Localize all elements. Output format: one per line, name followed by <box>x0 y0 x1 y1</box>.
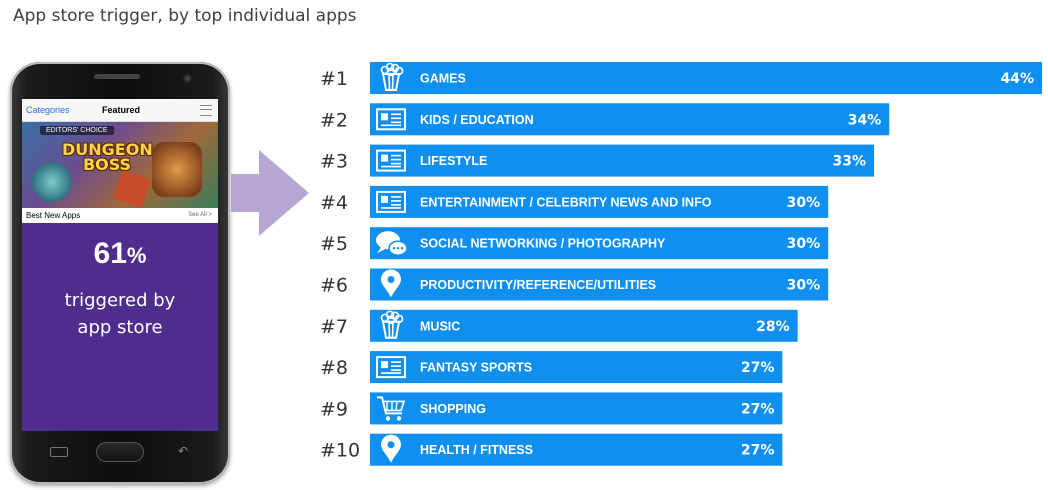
value-label: 33% <box>832 154 866 170</box>
bar-row: #2 KIDS / EDUCATION 34% <box>320 103 890 136</box>
category-label: MUSIC <box>420 319 460 333</box>
news-icon <box>376 190 406 213</box>
bar-row: #10 HEALTH / FITNESS 27% <box>320 433 783 466</box>
popcorn-icon <box>380 310 404 339</box>
menu-key-icon <box>50 447 68 457</box>
news-icon <box>376 108 406 131</box>
category-label: GAMES <box>420 72 466 86</box>
rank-label: #4 <box>320 192 348 214</box>
category-label: SHOPPING <box>420 402 486 416</box>
cart-icon <box>377 396 406 421</box>
bar <box>370 309 798 342</box>
bar <box>370 351 783 384</box>
chart-title: App store trigger, by top individual app… <box>13 6 357 26</box>
stat-caption-line2: app store <box>77 317 163 338</box>
bar-row: #1 GAMES 44% <box>320 62 1042 94</box>
game-logo: DUNGEON BOSS <box>62 140 153 174</box>
bar <box>370 268 829 301</box>
home-button <box>96 442 144 462</box>
store-featured-title: Featured <box>102 105 141 115</box>
value-label: 28% <box>756 319 790 335</box>
best-new-apps-label: Best New Apps <box>26 211 81 220</box>
bar <box>370 103 890 136</box>
rank-label: #10 <box>320 440 360 462</box>
stat-caption-line1: triggered by <box>64 290 176 311</box>
phone-speaker <box>94 74 140 79</box>
bar-row: #4 ENTERTAINMENT / CELEBRITY NEWS AND INF… <box>320 185 829 218</box>
chat-bubbles-icon <box>376 231 408 256</box>
rank-label: #8 <box>320 357 348 379</box>
phone-screen: Categories Featured EDITORS' CHOICE DUNG… <box>22 99 218 431</box>
value-label: 34% <box>848 112 882 128</box>
see-all-link: See All > <box>188 212 212 218</box>
rank-label: #5 <box>320 233 348 255</box>
stat-percentage: 61% <box>22 237 218 271</box>
value-label: 44% <box>1000 71 1034 87</box>
category-label: KIDS / EDUCATION <box>420 113 534 127</box>
rank-label: #7 <box>320 316 348 338</box>
stat-unit: % <box>126 243 147 268</box>
news-icon <box>376 149 406 172</box>
rank-label: #1 <box>320 68 348 90</box>
category-label: FANTASY SPORTS <box>420 361 532 375</box>
category-label: PRODUCTIVITY/REFERENCE/UTILITIES <box>420 278 656 292</box>
phone-illustration: Categories Featured EDITORS' CHOICE DUNG… <box>10 62 230 484</box>
bar-row: #7 MUSIC 28% <box>320 309 798 342</box>
value-label: 27% <box>741 401 775 417</box>
editors-choice-badge: EDITORS' CHOICE <box>40 126 114 135</box>
category-label: LIFESTYLE <box>420 154 487 168</box>
banner-artwork <box>32 162 72 202</box>
bar <box>370 392 783 425</box>
featured-game-banner: EDITORS' CHOICE DUNGEON BOSS <box>22 122 218 208</box>
stat-value: 61 <box>93 237 127 270</box>
category-label: SOCIAL NETWORKING / PHOTOGRAPHY <box>420 237 666 251</box>
rank-label: #2 <box>320 109 348 131</box>
bar <box>370 433 783 466</box>
popcorn-icon <box>380 62 404 91</box>
bar-row: #3 LIFESTYLE 33% <box>320 144 874 177</box>
map-pin-icon <box>381 269 401 298</box>
map-pin-icon <box>381 434 401 463</box>
bar-row: #9 SHOPPING 27% <box>320 392 783 425</box>
bar <box>370 227 829 260</box>
value-label: 27% <box>741 443 775 459</box>
right-arrow-icon <box>231 150 309 236</box>
news-icon <box>376 356 406 379</box>
bar <box>370 62 1042 94</box>
phone-camera <box>182 73 193 84</box>
value-label: 30% <box>787 236 821 252</box>
rank-label: #9 <box>320 398 348 420</box>
store-categories-link: Categories <box>26 105 70 115</box>
bar-row: #6 PRODUCTIVITY/REFERENCE/UTILITIES 30% <box>320 268 829 301</box>
menu-icon <box>200 105 212 116</box>
rank-label: #6 <box>320 275 348 297</box>
bar <box>370 185 829 218</box>
category-label: ENTERTAINMENT / CELEBRITY NEWS AND INFO <box>420 195 712 209</box>
value-label: 27% <box>741 360 775 376</box>
stat-caption: triggered by app store <box>22 287 218 341</box>
bar-row: #8 FANTASY SPORTS 27% <box>320 351 783 384</box>
stat-panel: 61% triggered by app store <box>22 223 218 431</box>
rank-label: #3 <box>320 151 348 173</box>
bar <box>370 144 874 177</box>
value-label: 30% <box>787 195 821 211</box>
back-key-icon: ↶ <box>178 444 189 458</box>
bar-row: #5 SOCIAL NETWORKING / PHOTOGRAPHY 30% <box>320 227 829 260</box>
best-new-apps-row: Best New Apps See All > <box>22 209 218 223</box>
value-label: 30% <box>787 278 821 294</box>
category-label: HEALTH / FITNESS <box>420 443 533 457</box>
app-store-nav-bar: Categories Featured <box>22 99 218 122</box>
banner-artwork <box>152 142 202 197</box>
